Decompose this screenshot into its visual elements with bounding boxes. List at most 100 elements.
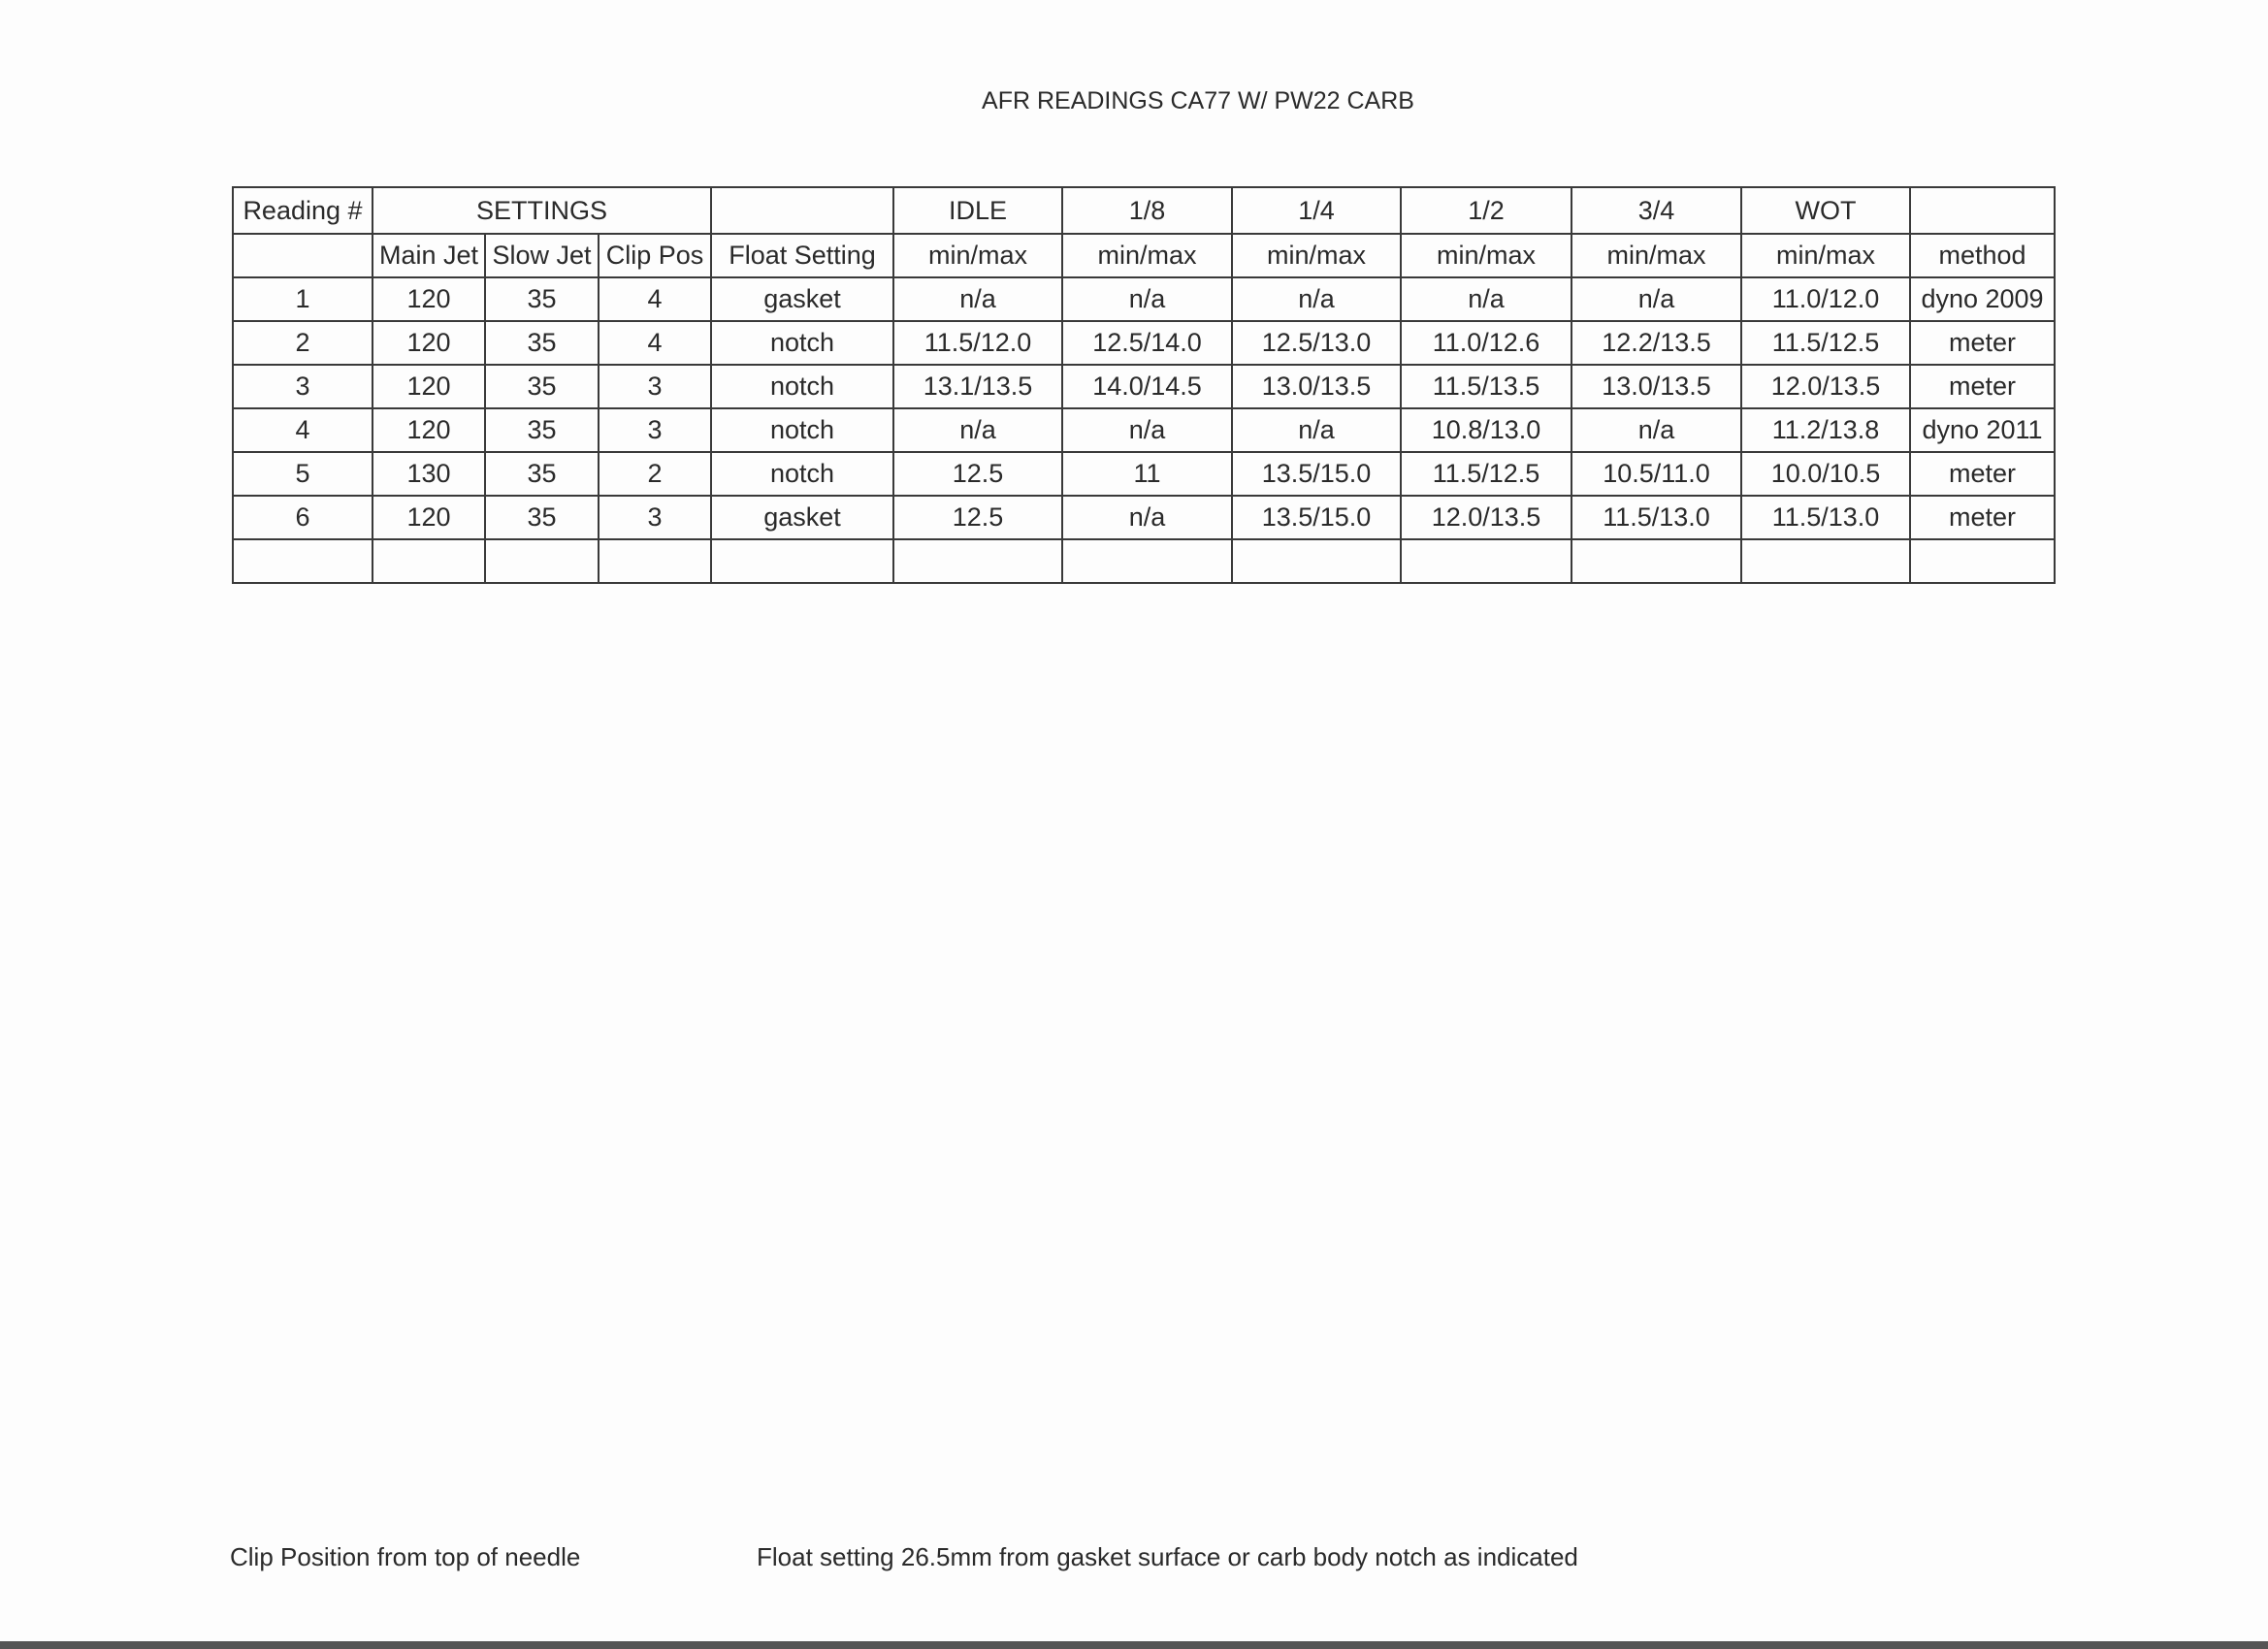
table-cell: meter	[1909, 495, 2056, 540]
table-cell	[1571, 538, 1742, 584]
table-cell: n/a	[892, 276, 1063, 322]
table-cell: notch	[710, 320, 894, 366]
table-row: 2 120 35 4 notch 11.5/12.0 12.5/14.0 12.5/13.0 1…	[232, 320, 2056, 366]
table-cell: 35	[484, 407, 599, 453]
table-cell: 35	[484, 320, 599, 366]
table-cell	[1061, 538, 1233, 584]
header-cell: min/max	[1061, 233, 1233, 278]
table-cell: 35	[484, 276, 599, 322]
table-cell	[484, 538, 599, 584]
table-cell: 12.0/13.5	[1740, 364, 1911, 409]
clip-position-note: Clip Position from top of needle	[230, 1542, 581, 1571]
table-row: 3 120 35 3 notch 13.1/13.5 14.0/14.5 13.0/13.5 1…	[232, 364, 2056, 409]
table-cell: 4	[598, 320, 712, 366]
table-cell	[598, 538, 712, 584]
header-cell	[1909, 186, 2056, 235]
table-cell: 120	[372, 495, 486, 540]
table-cell: 3	[598, 495, 712, 540]
table-row: 1 120 35 4 gasket n/a n/a n/a n/a n/a 11.0/12.0 dyn…	[232, 276, 2056, 322]
header-cell: Clip Pos	[598, 233, 712, 278]
document-title: AFR READINGS CA77 W/ PW22 CARB	[982, 87, 1414, 114]
header-row-columns: Main Jet Slow Jet Clip Pos Float Setting min…	[232, 233, 2056, 278]
table-cell: 10.0/10.5	[1740, 451, 1911, 497]
table-cell: n/a	[1231, 276, 1402, 322]
table-cell: 1	[232, 276, 373, 322]
table-cell: meter	[1909, 364, 2056, 409]
table-cell: 120	[372, 364, 486, 409]
table-cell: dyno 2011	[1909, 407, 2056, 453]
afr-readings-table: Reading # SETTINGS IDLE 1/8 1/4 1/2 3/4 …	[232, 186, 2056, 584]
table-cell: n/a	[1231, 407, 1402, 453]
table-cell: dyno 2009	[1909, 276, 2056, 322]
table-cell: n/a	[1571, 407, 1742, 453]
table-cell: 3	[598, 407, 712, 453]
table-cell: n/a	[1400, 276, 1572, 322]
table-cell: 10.5/11.0	[1571, 451, 1742, 497]
table-cell: 120	[372, 407, 486, 453]
header-cell: min/max	[892, 233, 1063, 278]
table-cell: 11.5/12.5	[1400, 451, 1572, 497]
header-cell: Slow Jet	[484, 233, 599, 278]
header-cell: Reading #	[232, 186, 373, 235]
table-cell: 13.0/13.5	[1231, 364, 1402, 409]
table-cell	[1231, 538, 1402, 584]
table-cell: 13.1/13.5	[892, 364, 1063, 409]
table-cell: 35	[484, 451, 599, 497]
table-cell: 11.5/12.5	[1740, 320, 1911, 366]
table-cell: 13.5/15.0	[1231, 451, 1402, 497]
table-cell: n/a	[892, 407, 1063, 453]
table-cell	[1400, 538, 1572, 584]
table-cell: 11.5/13.0	[1740, 495, 1911, 540]
header-cell: min/max	[1400, 233, 1572, 278]
table-cell: 12.5/13.0	[1231, 320, 1402, 366]
header-cell: SETTINGS	[372, 186, 712, 235]
table-cell	[232, 538, 373, 584]
header-cell: 1/8	[1061, 186, 1233, 235]
table-cell: 4	[598, 276, 712, 322]
table-cell	[1740, 538, 1911, 584]
table-cell: 5	[232, 451, 373, 497]
table-cell	[1909, 538, 2056, 584]
header-cell: IDLE	[892, 186, 1063, 235]
table-cell: notch	[710, 451, 894, 497]
float-setting-note: Float setting 26.5mm from gasket surface…	[757, 1542, 1578, 1571]
table-cell: notch	[710, 364, 894, 409]
table-cell: gasket	[710, 276, 894, 322]
header-cell: Main Jet	[372, 233, 486, 278]
header-cell	[710, 186, 894, 235]
table-cell: 6	[232, 495, 373, 540]
table-cell: 12.0/13.5	[1400, 495, 1572, 540]
table-cell: 12.5	[892, 451, 1063, 497]
header-cell	[232, 233, 373, 278]
table-cell: 12.5/14.0	[1061, 320, 1233, 366]
table-cell: n/a	[1061, 495, 1233, 540]
table-cell: 11.2/13.8	[1740, 407, 1911, 453]
table-cell: 13.0/13.5	[1571, 364, 1742, 409]
table-cell: 10.8/13.0	[1400, 407, 1572, 453]
table-cell: n/a	[1061, 276, 1233, 322]
table-cell: 11.5/13.5	[1400, 364, 1572, 409]
header-cell: min/max	[1740, 233, 1911, 278]
table-cell: 35	[484, 495, 599, 540]
table-cell: 11.0/12.6	[1400, 320, 1572, 366]
table-row	[232, 538, 2056, 584]
table-cell: 3	[232, 364, 373, 409]
table-cell: 130	[372, 451, 486, 497]
table-cell: 11.0/12.0	[1740, 276, 1911, 322]
table-cell: 11.5/13.0	[1571, 495, 1742, 540]
header-cell: WOT	[1740, 186, 1911, 235]
table-cell: n/a	[1061, 407, 1233, 453]
table-cell: n/a	[1571, 276, 1742, 322]
table-cell	[710, 538, 894, 584]
table-cell: 120	[372, 320, 486, 366]
table-cell: 120	[372, 276, 486, 322]
header-row-groups: Reading # SETTINGS IDLE 1/8 1/4 1/2 3/4 …	[232, 186, 2056, 235]
header-cell: Float Setting	[710, 233, 894, 278]
table-cell: notch	[710, 407, 894, 453]
table-cell: 13.5/15.0	[1231, 495, 1402, 540]
table-cell: 11	[1061, 451, 1233, 497]
table-cell: 11.5/12.0	[892, 320, 1063, 366]
scan-edge	[0, 1641, 2268, 1649]
header-cell: 3/4	[1571, 186, 1742, 235]
header-cell: method	[1909, 233, 2056, 278]
